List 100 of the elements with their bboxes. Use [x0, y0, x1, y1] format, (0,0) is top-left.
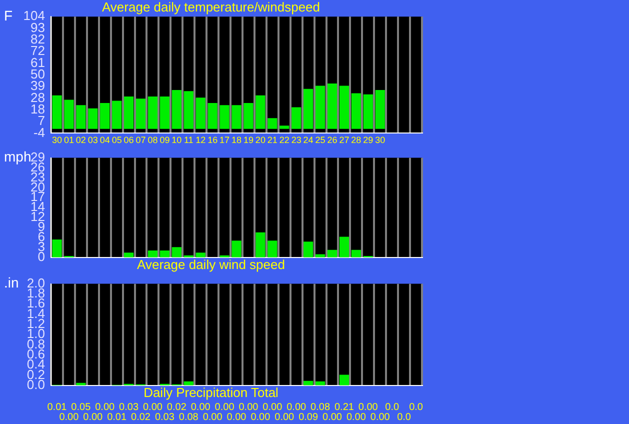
- bar: [148, 96, 158, 129]
- data-label: 0.00: [274, 412, 295, 423]
- bar: [339, 374, 349, 386]
- data-label: 0.00: [142, 402, 163, 413]
- bar: [64, 100, 74, 129]
- data-label: 0.00: [190, 402, 211, 413]
- y-axis-title: F: [4, 7, 13, 24]
- x-tick-label: 20: [255, 135, 266, 146]
- bar: [268, 240, 278, 258]
- bar: [351, 93, 361, 129]
- x-tick-label: 22: [279, 135, 290, 146]
- bar: [232, 240, 242, 258]
- data-label: 0.02: [166, 402, 187, 413]
- data-label: 0.03: [119, 402, 139, 413]
- data-label: 0.02: [131, 412, 151, 423]
- bar: [363, 94, 373, 129]
- bar: [327, 250, 338, 258]
- x-tick-label: 21: [267, 135, 278, 146]
- x-tick-label: 02: [76, 135, 86, 146]
- data-label: 0.0: [397, 412, 412, 423]
- bar: [327, 84, 338, 129]
- bar: [220, 105, 230, 129]
- data-label: 0.00: [346, 412, 366, 423]
- x-tick-label: 28: [351, 135, 362, 146]
- x-tick-label: 05: [112, 135, 122, 146]
- bar: [88, 108, 98, 129]
- bar: [172, 247, 182, 258]
- bar: [136, 98, 146, 129]
- x-tick-label: 24: [303, 135, 314, 146]
- bar: [172, 90, 182, 129]
- bar: [244, 102, 254, 129]
- bar: [160, 96, 170, 129]
- bar: [339, 86, 349, 129]
- x-tick-label: 19: [243, 135, 254, 146]
- x-tick-label: 01: [64, 135, 74, 146]
- text: Average daily wind speed: [137, 256, 285, 272]
- bar: [148, 250, 158, 258]
- x-tick-label: 23: [291, 135, 302, 146]
- data-label: 0.03: [154, 412, 175, 423]
- bar: [100, 102, 110, 129]
- data-label: 0.00: [250, 412, 271, 423]
- chart-title: Average daily temperature/windspeed: [102, 0, 320, 14]
- bar: [292, 107, 302, 129]
- bar: [208, 102, 218, 129]
- bar: [160, 250, 170, 258]
- bar: [184, 91, 194, 129]
- x-tick-label: 17: [220, 135, 230, 146]
- data-label: 0.00: [202, 412, 223, 423]
- bar: [268, 118, 278, 129]
- bar: [256, 232, 266, 258]
- bar: [232, 105, 242, 129]
- data-label: 0.00: [370, 412, 390, 423]
- x-tick-label: 27: [339, 135, 350, 146]
- x-tick-label: 30: [375, 135, 386, 146]
- data-label: 0.00: [322, 412, 342, 423]
- data-label: 0.0: [409, 402, 424, 413]
- x-tick-label: 04: [100, 135, 110, 146]
- data-label: 0.00: [214, 402, 235, 413]
- x-tick-label: 29: [363, 135, 374, 146]
- bar: [112, 100, 122, 129]
- data-label: 0.00: [226, 412, 247, 423]
- bar: [256, 95, 266, 129]
- x-tick-label: 25: [315, 135, 326, 146]
- data-label: 0.21: [334, 402, 354, 413]
- data-label: 0.01: [47, 402, 68, 413]
- data-label: 0.01: [107, 412, 127, 423]
- bar: [304, 242, 314, 258]
- x-tick-label: 10: [172, 135, 182, 146]
- bar: [52, 95, 62, 129]
- data-label: 0.00: [358, 402, 378, 413]
- data-label: 0.05: [71, 402, 92, 413]
- data-label: 0.00: [83, 412, 104, 423]
- text: Daily Precipitation Total: [144, 384, 279, 400]
- bar: [351, 250, 361, 258]
- x-tick-label: 07: [136, 135, 146, 146]
- x-tick-label: 26: [327, 135, 338, 146]
- bar: [196, 98, 206, 129]
- data-label: 0.00: [59, 412, 80, 423]
- data-label: 0.09: [298, 412, 318, 423]
- x-tick-label: 03: [88, 135, 98, 146]
- bar: [375, 90, 385, 129]
- x-tick-label: 08: [148, 135, 158, 146]
- data-label: 0.08: [310, 402, 330, 413]
- data-label: 0.00: [262, 402, 283, 413]
- x-tick-label: 18: [231, 135, 242, 146]
- x-tick-label: 30: [52, 135, 62, 146]
- x-tick-label: 09: [160, 135, 170, 146]
- y-axis-title: .in: [4, 274, 19, 291]
- bar: [196, 252, 206, 258]
- data-label: 0.0: [385, 402, 400, 413]
- x-tick-label: 06: [124, 135, 134, 146]
- bar: [124, 96, 134, 129]
- bar: [52, 240, 62, 258]
- y-axis-title: mph: [4, 148, 32, 165]
- x-tick-label: 12: [196, 135, 206, 146]
- data-label: 0.08: [178, 412, 199, 423]
- x-tick-label: 16: [208, 135, 218, 146]
- bar: [280, 126, 290, 129]
- data-label: 0.00: [238, 402, 259, 413]
- bar: [339, 236, 349, 258]
